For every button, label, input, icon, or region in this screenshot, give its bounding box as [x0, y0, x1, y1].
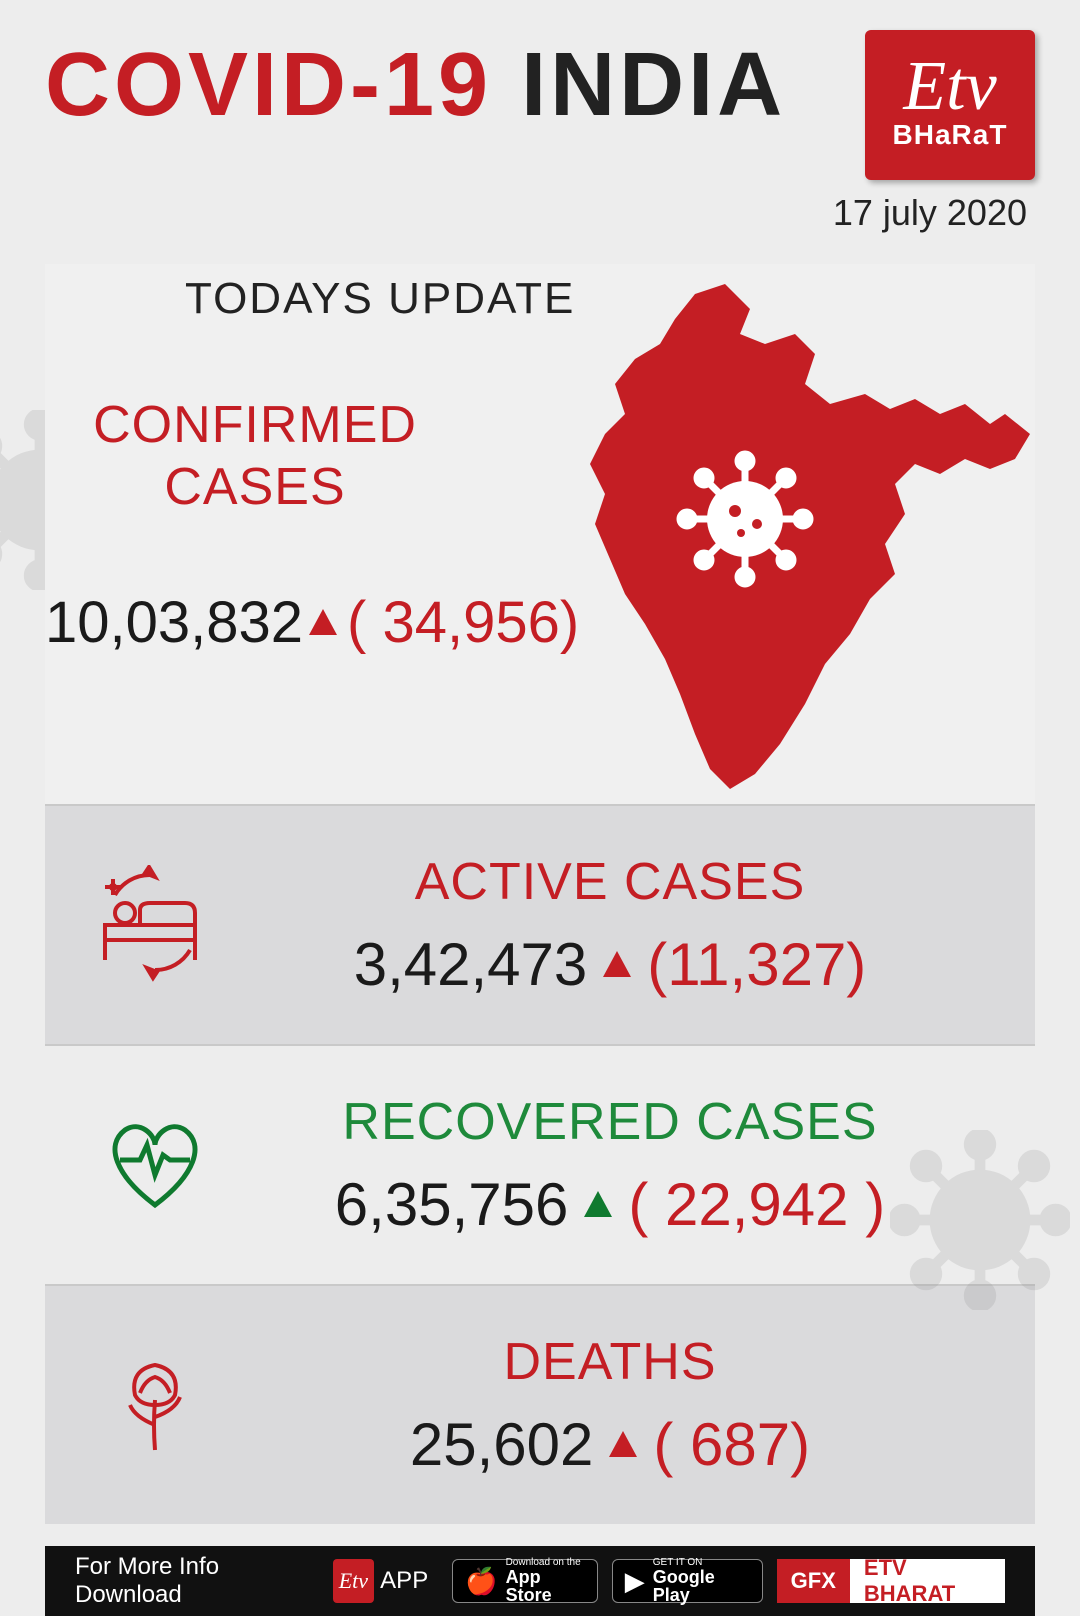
gfx-brand-block: GFX ETV BHARAT: [777, 1559, 1005, 1603]
apple-big: App Store: [506, 1568, 585, 1604]
active-label: ACTIVE CASES: [225, 852, 995, 912]
title-red: COVID-19: [45, 35, 492, 135]
virus-decoration-icon: [890, 1130, 1070, 1310]
deaths-value-row: 25,602 ( 687): [225, 1410, 995, 1479]
footer-download-text: For More Info Download: [75, 1553, 319, 1609]
google-play-text: GET IT ON Google Play: [653, 1558, 750, 1604]
recovered-label: RECOVERED CASES: [225, 1092, 995, 1152]
recovered-value-row: 6,35,756 ( 22,942 ): [225, 1170, 995, 1239]
header-row: COVID-19 INDIA Etv BHaRaT: [45, 30, 1035, 180]
google-big: Google Play: [653, 1568, 750, 1604]
confirmed-label-line1: CONFIRMED: [93, 396, 417, 454]
app-store-text: Download on the App Store: [506, 1558, 585, 1604]
deaths-total: 25,602: [410, 1410, 594, 1479]
active-stat-body: ACTIVE CASES 3,42,473 (11,327): [225, 852, 995, 999]
deaths-stat-body: DEATHS 25,602 ( 687): [225, 1332, 995, 1479]
app-store-badge[interactable]: 🍎 Download on the App Store: [452, 1559, 598, 1603]
deaths-band: DEATHS 25,602 ( 687): [45, 1284, 1035, 1524]
recovered-delta: ( 22,942 ): [628, 1170, 885, 1239]
active-total: 3,42,473: [354, 930, 588, 999]
main-container: COVID-19 INDIA Etv BHaRaT 17 july 2020 T…: [45, 0, 1035, 1524]
heartbeat-icon: [85, 1105, 225, 1225]
up-arrow-icon: [603, 951, 631, 977]
confirmed-total: 10,03,832: [45, 589, 303, 656]
up-arrow-icon: [584, 1191, 612, 1217]
footer-mini-logo: Etv: [333, 1559, 375, 1603]
gfx-label: GFX: [777, 1559, 850, 1603]
confirmed-label: CONFIRMED CASES: [45, 394, 465, 519]
brand-logo: Etv BHaRaT: [865, 30, 1035, 180]
logo-script: Etv: [903, 59, 996, 115]
footer-bar: For More Info Download Etv APP 🍎 Downloa…: [45, 1546, 1035, 1616]
google-play-icon: ▶: [625, 1566, 645, 1597]
india-map-icon: [495, 264, 1055, 824]
google-play-badge[interactable]: ▶ GET IT ON Google Play: [612, 1559, 763, 1603]
active-cases-band: ACTIVE CASES 3,42,473 (11,327): [45, 804, 1035, 1044]
logo-subtext: BHaRaT: [893, 119, 1008, 151]
confirmed-label-line2: CASES: [164, 458, 345, 516]
active-value-row: 3,42,473 (11,327): [225, 930, 995, 999]
deaths-label: DEATHS: [225, 1332, 995, 1392]
recovered-total: 6,35,756: [335, 1170, 569, 1239]
date-text: 17 july 2020: [45, 192, 1027, 234]
up-arrow-icon: [309, 609, 337, 635]
recovered-cases-band: RECOVERED CASES 6,35,756 ( 22,942 ): [45, 1044, 1035, 1284]
page-title: COVID-19 INDIA: [45, 30, 786, 130]
hospital-bed-icon: [85, 865, 225, 985]
recovered-stat-body: RECOVERED CASES 6,35,756 ( 22,942 ): [225, 1092, 995, 1239]
up-arrow-icon: [609, 1431, 637, 1457]
apple-icon: 🍎: [465, 1566, 497, 1597]
title-black: INDIA: [492, 35, 786, 135]
deaths-delta: ( 687): [653, 1410, 810, 1479]
flower-icon: [85, 1345, 225, 1465]
active-delta: (11,327): [647, 930, 866, 999]
confirmed-section: TODAYS UPDATE CONFIRMED CASES 10,03,832 …: [45, 264, 1035, 804]
gfx-brand: ETV BHARAT: [850, 1559, 1005, 1603]
footer-app-word: APP: [380, 1567, 428, 1595]
